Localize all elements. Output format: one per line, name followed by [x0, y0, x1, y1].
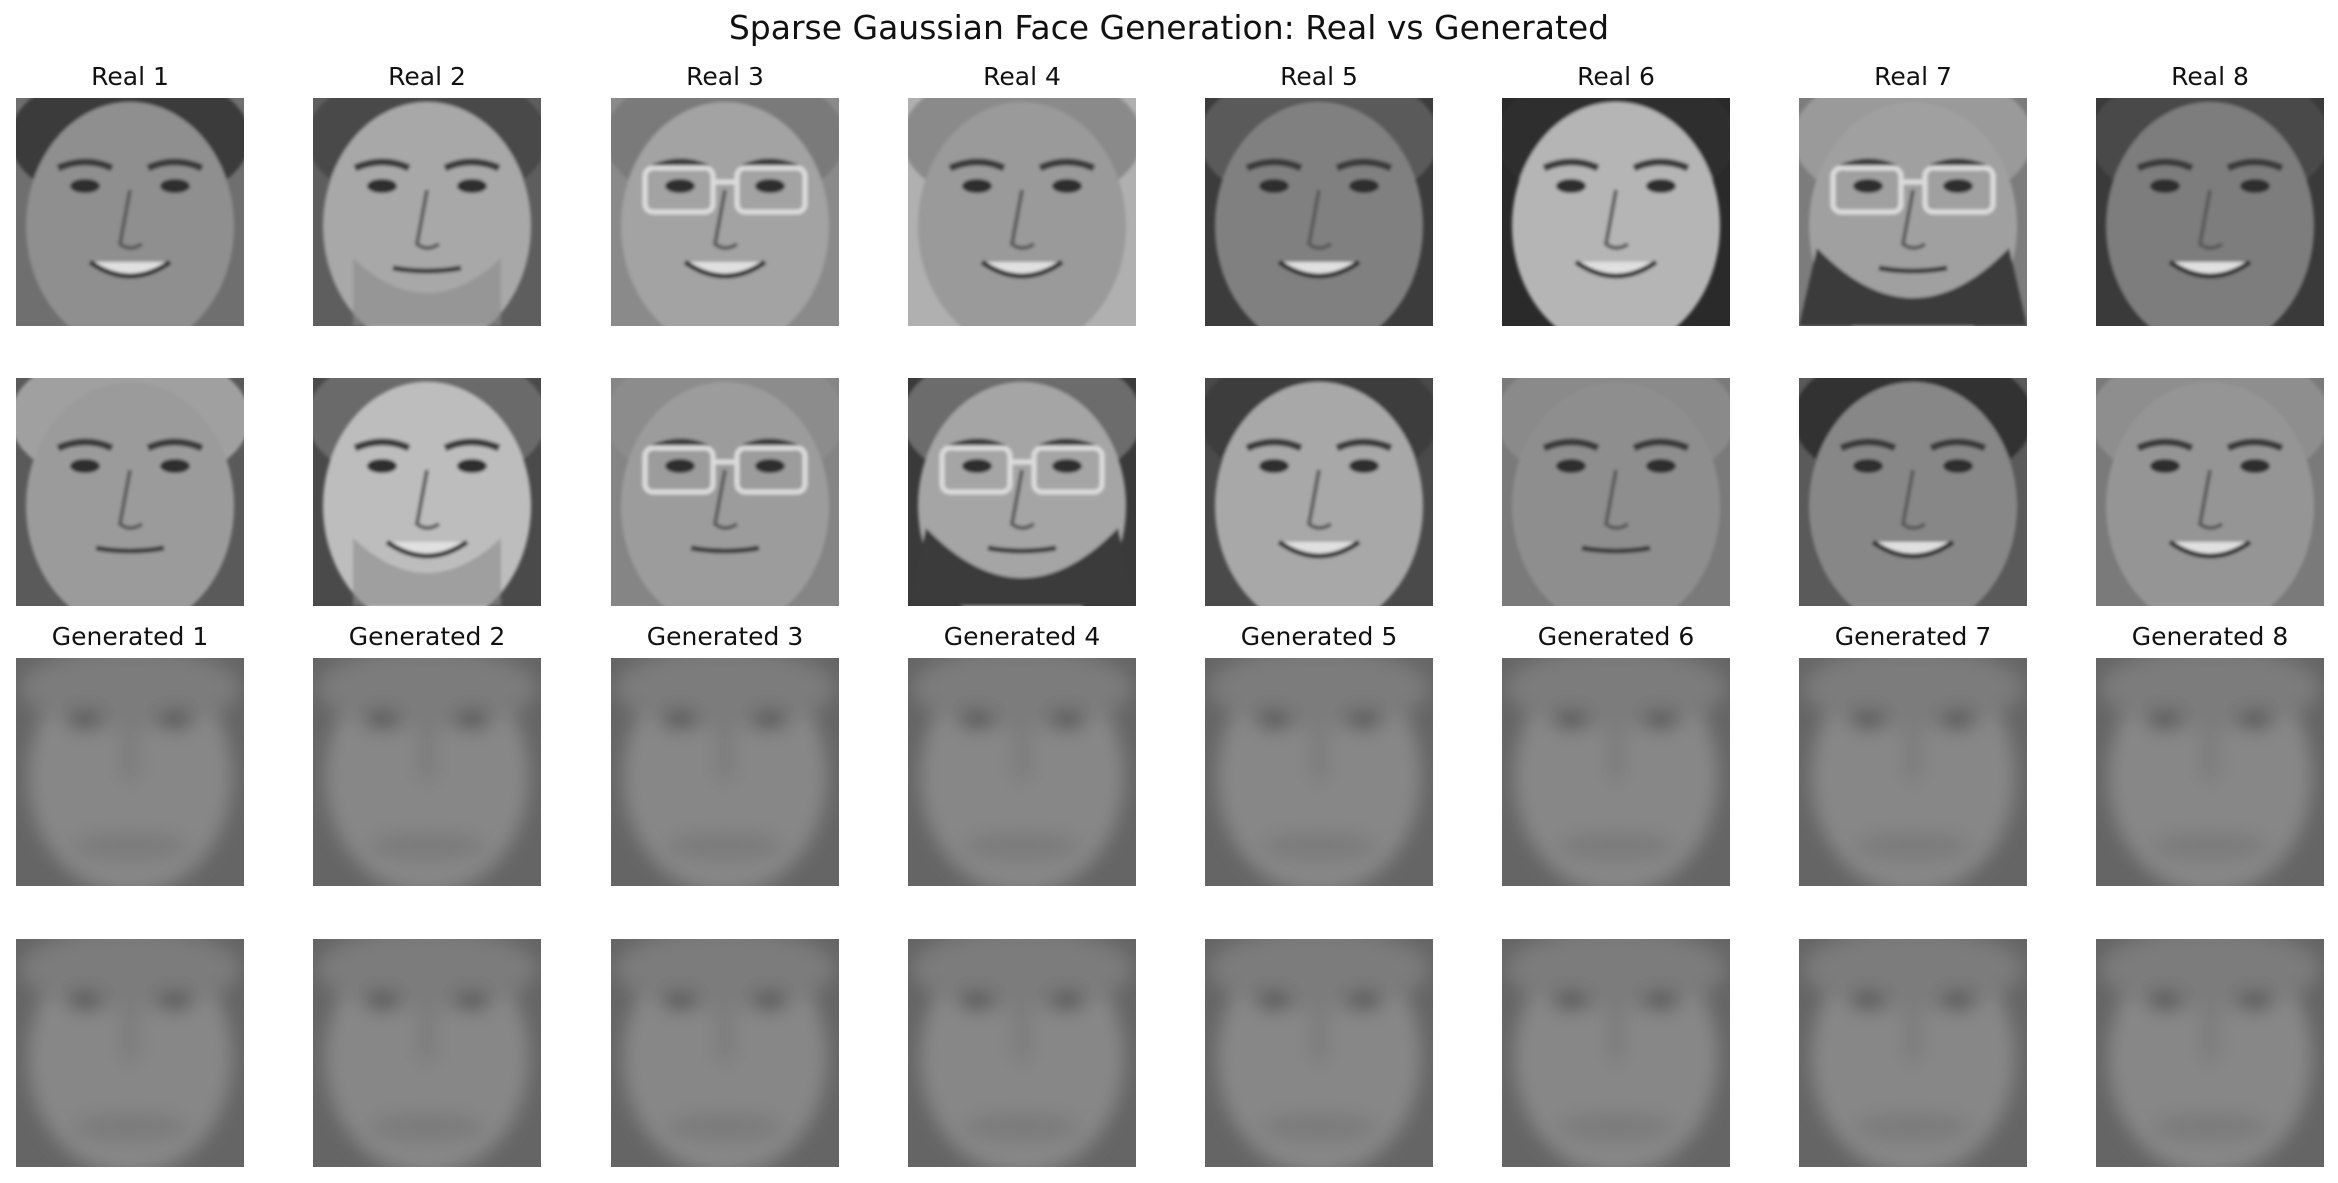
real-face-image [1502, 378, 1730, 606]
generated-face-image [908, 658, 1136, 886]
generated-panel-title: Generated 2 [348, 622, 506, 651]
generated-face-image [1502, 658, 1730, 886]
real-face-image [16, 378, 244, 606]
real-panel-title: Real 7 [1874, 62, 1952, 91]
real-panel-title: Real 3 [686, 62, 764, 91]
generated-face-image [1205, 658, 1433, 886]
generated-face-image [611, 658, 839, 886]
generated-face-image [313, 939, 541, 1167]
generated-face-image [313, 658, 541, 886]
real-face-image [313, 378, 541, 606]
real-panel-title: Real 4 [983, 62, 1061, 91]
real-face-image [611, 98, 839, 326]
generated-face-image [1205, 939, 1433, 1167]
generated-panel-title: Generated 3 [646, 622, 804, 651]
generated-face-image [2096, 658, 2324, 886]
real-face-image [908, 378, 1136, 606]
generated-panel-title: Generated 6 [1537, 622, 1695, 651]
real-face-image [1799, 378, 2027, 606]
real-face-image [1799, 98, 2027, 326]
generated-face-image [1799, 658, 2027, 886]
generated-face-image [16, 939, 244, 1167]
generated-panel-title: Generated 7 [1834, 622, 1992, 651]
real-panel-title: Real 8 [2171, 62, 2249, 91]
generated-face-image [611, 939, 839, 1167]
real-face-image [313, 98, 541, 326]
real-panel-title: Real 1 [91, 62, 169, 91]
generated-panel-title: Generated 8 [2131, 622, 2289, 651]
generated-face-image [1799, 939, 2027, 1167]
generated-face-image [16, 658, 244, 886]
generated-panel-title: Generated 4 [943, 622, 1101, 651]
real-face-image [1205, 378, 1433, 606]
generated-face-image [908, 939, 1136, 1167]
real-face-image [16, 98, 244, 326]
generated-face-image [2096, 939, 2324, 1167]
real-panel-title: Real 5 [1280, 62, 1358, 91]
real-face-image [2096, 98, 2324, 326]
real-face-image [1205, 98, 1433, 326]
real-panel-title: Real 6 [1577, 62, 1655, 91]
generated-panel-title: Generated 5 [1240, 622, 1398, 651]
real-face-image [2096, 378, 2324, 606]
generated-face-image [1502, 939, 1730, 1167]
figure-title: Sparse Gaussian Face Generation: Real vs… [728, 8, 1610, 47]
real-face-image [611, 378, 839, 606]
generated-panel-title: Generated 1 [51, 622, 209, 651]
real-panel-title: Real 2 [388, 62, 466, 91]
real-face-image [908, 98, 1136, 326]
real-face-image [1502, 98, 1730, 326]
